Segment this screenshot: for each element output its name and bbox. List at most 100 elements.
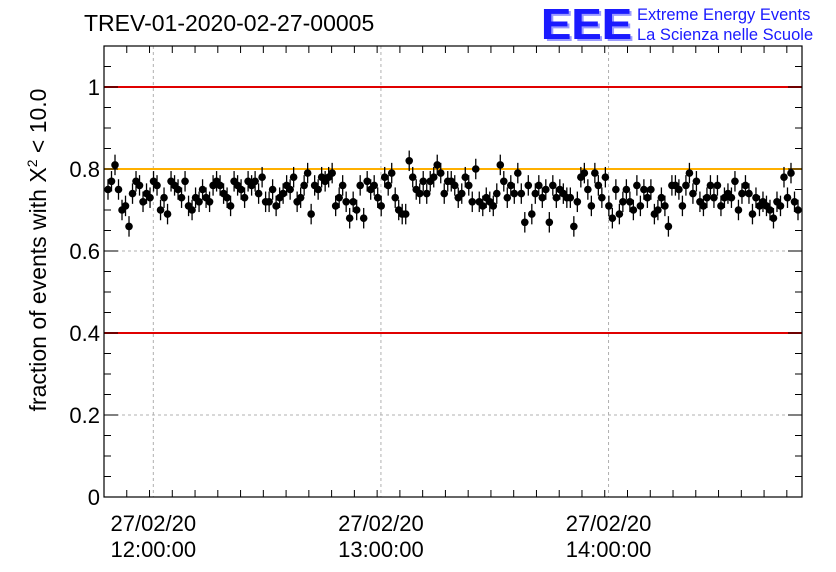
data-point: [139, 198, 147, 206]
data-point: [433, 161, 442, 169]
data-point: [741, 181, 750, 190]
data-point: [647, 185, 655, 194]
data-point: [237, 185, 245, 194]
data-point: [153, 181, 161, 190]
data-point: [664, 222, 673, 231]
data-point: [654, 206, 662, 214]
data-point: [107, 177, 116, 186]
data-point: [468, 198, 477, 206]
data-point: [352, 206, 361, 214]
data-point: [146, 193, 154, 202]
data-point: [279, 189, 287, 198]
data-point: [594, 181, 603, 190]
data-point: [121, 202, 130, 210]
data-point: [524, 181, 533, 190]
data-point: [706, 181, 715, 190]
data-point: [573, 198, 582, 206]
logo-line-2: La Scienza nelle Scuole: [637, 26, 814, 44]
eee-logo: EEE Extreme Energy Events La Scienza nel…: [542, 0, 832, 49]
data-point: [177, 193, 186, 202]
data-point: [114, 185, 123, 194]
data-point: [160, 193, 168, 202]
x-tick-time-label: 12:00:00: [110, 537, 196, 562]
data-point: [258, 173, 266, 181]
y-tick-label: 0.2: [69, 403, 100, 428]
data-point: [331, 202, 340, 210]
data-point: [769, 214, 778, 222]
data-point: [492, 189, 501, 198]
data-point: [622, 185, 631, 194]
data-point: [373, 193, 382, 202]
data-point: [689, 189, 697, 198]
data-point: [745, 189, 753, 198]
data-point: [457, 189, 466, 198]
data-point: [405, 157, 414, 165]
data-point: [314, 185, 322, 194]
data-point: [268, 185, 277, 194]
data-point: [422, 189, 431, 198]
data-point: [731, 177, 739, 186]
data-point: [384, 181, 393, 190]
data-point: [300, 181, 308, 190]
data-point: [345, 214, 354, 222]
data-point: [787, 169, 795, 177]
data-point: [349, 198, 357, 206]
data-point: [699, 202, 708, 210]
x-tick-date-label: 27/02/20: [338, 511, 424, 536]
eee-logo-mark: EEE: [542, 0, 634, 49]
data-point: [682, 181, 690, 190]
data-point: [535, 181, 543, 190]
data-point: [128, 189, 137, 198]
data-point: [356, 181, 364, 190]
data-point: [657, 193, 666, 202]
logo-line-1: Extreme Energy Events: [637, 6, 811, 24]
data-point: [240, 193, 249, 202]
data-point: [549, 181, 557, 190]
data-point: [188, 206, 196, 214]
y-tick-label: 0.6: [69, 239, 100, 264]
y-tick-label: 1: [88, 75, 100, 100]
data-point: [552, 193, 561, 202]
data-point: [692, 177, 701, 186]
data-point: [710, 193, 718, 202]
data-point: [640, 185, 648, 194]
plot-frame: [103, 45, 803, 498]
data-point: [216, 181, 224, 190]
data-point: [531, 189, 540, 198]
data-point: [464, 181, 473, 190]
data-point: [489, 202, 498, 210]
data-point: [633, 181, 641, 190]
data-point: [685, 169, 694, 177]
data-point: [703, 193, 711, 202]
data-point: [359, 214, 368, 222]
data-point: [591, 169, 599, 177]
data-point: [272, 202, 280, 210]
data-point: [286, 185, 294, 194]
data-point: [636, 202, 645, 210]
data-point: [506, 181, 515, 190]
data-point: [521, 218, 529, 227]
data-point: [643, 193, 652, 202]
chart-title: TREV-01-2020-02-27-00005: [84, 10, 375, 36]
data-point: [678, 202, 687, 210]
data-point: [608, 214, 617, 222]
x-tick-date-label: 27/02/20: [566, 511, 652, 536]
y-axis-label-part-1: fraction of events with X: [24, 167, 51, 412]
y-tick-label: 0.8: [69, 157, 100, 182]
data-point: [377, 202, 385, 210]
data-point: [478, 202, 487, 210]
data-point: [605, 202, 613, 210]
x-tick-date-label: 27/02/20: [110, 511, 196, 536]
data-point: [612, 185, 620, 194]
data-point: [408, 173, 417, 181]
y-axis-label-part-2: < 10.0: [24, 88, 51, 160]
data-point: [370, 181, 378, 190]
data-point: [450, 181, 459, 190]
data-point: [380, 173, 389, 181]
data-point: [776, 202, 785, 210]
data-point: [619, 198, 627, 206]
data-point: [289, 173, 298, 181]
data-point: [510, 189, 519, 198]
x-tick-time-label: 14:00:00: [566, 537, 652, 562]
